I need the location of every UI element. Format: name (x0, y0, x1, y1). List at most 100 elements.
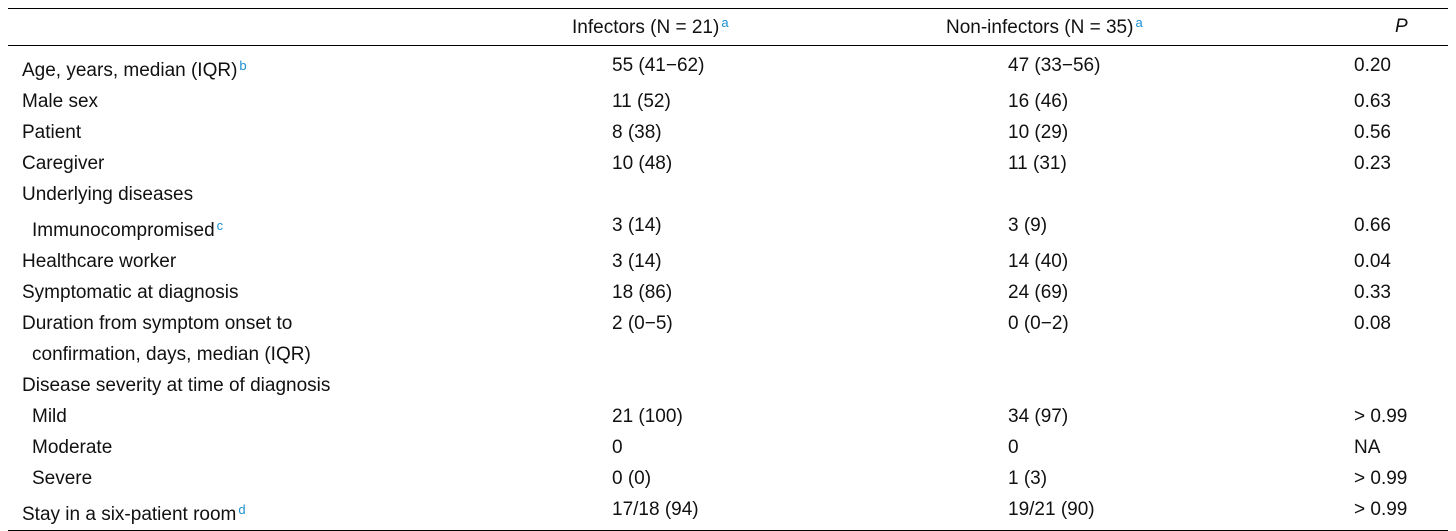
table-row: Symptomatic at diagnosis 18 (86) 24 (69) 0.… (8, 277, 1448, 308)
value-cell: 0.63 (1344, 86, 1448, 117)
cell-value: 34 (97) (1008, 406, 1069, 427)
cell-value: 3 (9) (1008, 215, 1048, 236)
header-cell (8, 9, 568, 46)
row-label: Stay in a six-patient room d (22, 502, 246, 525)
cell-value: 10 (48) (612, 153, 673, 174)
value-cell: 11 (31) (944, 148, 1344, 179)
table-header: Infectors (N = 21) a Non-infectors (N = 35… (8, 8, 1448, 46)
row-label: Male sex (22, 91, 99, 112)
cell-value: 0 (0−2) (1008, 313, 1069, 334)
cell-value: > 0.99 (1354, 468, 1408, 489)
table-row: Healthcare worker 3 (14) 14 (40) 0.04 (8, 246, 1448, 277)
row-label-cell: Disease severity at time of diagnosis (8, 370, 568, 401)
cell-value: 0.33 (1354, 282, 1391, 303)
cell-value: 21 (100) (612, 406, 683, 427)
row-label: Healthcare worker (22, 251, 177, 272)
value-cell: 0 (568, 432, 944, 463)
row-label: Patient (22, 122, 82, 143)
cell-value: 10 (29) (1008, 122, 1069, 143)
row-label-cell: Caregiver (8, 148, 568, 179)
cell-value: 0 (0) (612, 468, 652, 489)
table-row: Patient 8 (38) 10 (29) 0.56 (8, 117, 1448, 148)
row-label: Immunocompromised c (32, 218, 224, 241)
value-cell: 21 (100) (568, 401, 944, 432)
row-label-cell: Patient (8, 117, 568, 148)
cell-value: 0 (1008, 437, 1019, 458)
value-cell: 14 (40) (944, 246, 1344, 277)
cell-value: 1 (3) (1008, 468, 1048, 489)
cell-value: 17/18 (94) (612, 499, 699, 520)
row-label: Disease severity at time of diagnosis (22, 375, 331, 396)
row-label: Duration from symptom onset to confirmat… (22, 313, 311, 365)
table-row: Disease severity at time of diagnosis (8, 370, 1448, 401)
cell-value: 14 (40) (1008, 251, 1069, 272)
cell-value: 3 (14) (612, 215, 662, 236)
value-cell: 17/18 (94) (568, 494, 944, 531)
row-label-cell: Age, years, median (IQR) b (8, 46, 568, 87)
cell-value: 0.08 (1354, 313, 1391, 334)
value-cell (944, 370, 1344, 401)
cell-value: 0.63 (1354, 91, 1391, 112)
value-cell: 16 (46) (944, 86, 1344, 117)
cell-value: 0.20 (1354, 55, 1391, 76)
row-label-cell: Immunocompromised c (8, 210, 568, 246)
value-cell: 0.33 (1344, 277, 1448, 308)
cell-value: 0.66 (1354, 215, 1391, 236)
row-label-cell: Severe (8, 463, 568, 494)
cell-value: 47 (33−56) (1008, 55, 1101, 76)
value-cell: > 0.99 (1344, 463, 1448, 494)
value-cell: 47 (33−56) (944, 46, 1344, 87)
value-cell: 0 (944, 432, 1344, 463)
row-label-cell: Healthcare worker (8, 246, 568, 277)
value-cell: 18 (86) (568, 277, 944, 308)
value-cell: 19/21 (90) (944, 494, 1344, 531)
value-cell: NA (1344, 432, 1448, 463)
table-row: Immunocompromised c 3 (14) 3 (9) 0.66 (8, 210, 1448, 246)
footnote-mark: d (238, 502, 246, 517)
row-label-cell: Stay in a six-patient room d (8, 494, 568, 531)
cell-value: 55 (41−62) (612, 55, 705, 76)
value-cell: 0.20 (1344, 46, 1448, 87)
cell-value: 16 (46) (1008, 91, 1069, 112)
value-cell: > 0.99 (1344, 401, 1448, 432)
cell-value: > 0.99 (1354, 499, 1408, 520)
header-row: Infectors (N = 21) a Non-infectors (N = 35… (8, 8, 1448, 46)
table-row: Severe 0 (0) 1 (3) > 0.99 (8, 463, 1448, 494)
cell-value: 0.56 (1354, 122, 1391, 143)
row-label-cell: Mild (8, 401, 568, 432)
value-cell: 0.04 (1344, 246, 1448, 277)
row-label-cell: Underlying diseases (8, 179, 568, 210)
value-cell: 1 (3) (944, 463, 1344, 494)
table-row: Age, years, median (IQR) b 55 (41−62) 47 (3… (8, 46, 1448, 87)
footnote-mark: c (216, 218, 224, 233)
row-label: Severe (32, 468, 93, 489)
cell-value: NA (1354, 437, 1381, 458)
table-row: Stay in a six-patient room d 17/18 (94) 19/… (8, 494, 1448, 531)
header-cell: Non-infectors (N = 35) a (944, 9, 1344, 46)
value-cell: 3 (9) (944, 210, 1344, 246)
header-text: Non-infectors (N = 35) (946, 17, 1134, 38)
data-table: Infectors (N = 21) a Non-infectors (N = 35… (8, 8, 1448, 531)
row-label: Symptomatic at diagnosis (22, 282, 239, 303)
cell-value: 11 (31) (1008, 153, 1067, 174)
value-cell: 11 (52) (568, 86, 944, 117)
value-cell: 2 (0−5) (568, 308, 944, 370)
cell-value: > 0.99 (1354, 406, 1408, 427)
row-label-cell: Moderate (8, 432, 568, 463)
cell-value: 18 (86) (612, 282, 673, 303)
cell-value: 24 (69) (1008, 282, 1069, 303)
cell-value: 19/21 (90) (1008, 499, 1095, 520)
value-cell (944, 179, 1344, 210)
value-cell: 0.23 (1344, 148, 1448, 179)
table-row: Moderate 0 0 NA (8, 432, 1448, 463)
row-label: Underlying diseases (22, 184, 194, 205)
value-cell (1344, 179, 1448, 210)
row-label: Age, years, median (IQR) b (22, 58, 247, 81)
cell-value: 8 (38) (612, 122, 662, 143)
table-row: Duration from symptom onset to confirmat… (8, 308, 1448, 370)
header-cell: Infectors (N = 21) a (568, 9, 944, 46)
row-label: Moderate (32, 437, 113, 458)
row-label: Mild (32, 406, 67, 427)
footnote-mark: a (721, 15, 729, 30)
row-label-cell: Duration from symptom onset to confirmat… (8, 308, 568, 370)
